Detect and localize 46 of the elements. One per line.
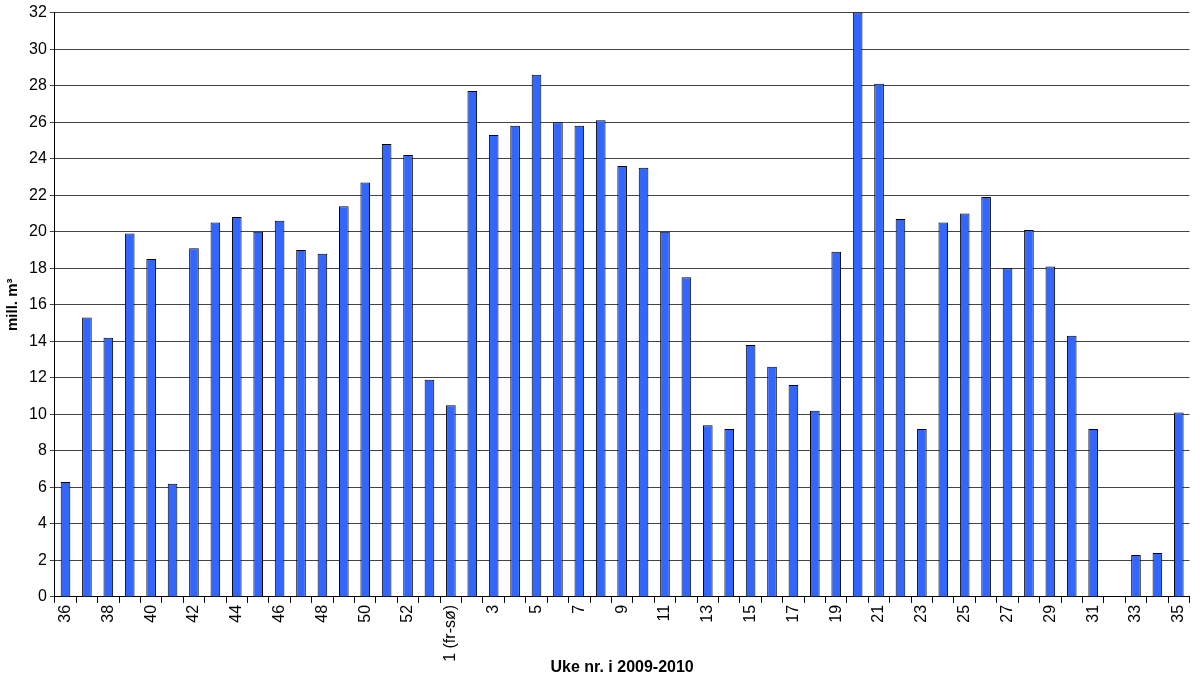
y-tick-label: 28 bbox=[29, 76, 47, 94]
y-axis-title: mill. m³ bbox=[3, 278, 21, 332]
x-tick-label: 25 bbox=[955, 604, 973, 623]
x-tick-label: 21 bbox=[869, 604, 887, 623]
x-tick-label: 35 bbox=[1169, 604, 1187, 623]
x-tick-label: 3 bbox=[484, 604, 502, 614]
x-tick-label: 15 bbox=[741, 604, 759, 623]
y-tick-label: 4 bbox=[37, 514, 47, 532]
x-tick-label: 36 bbox=[55, 604, 73, 623]
x-tick-label: 29 bbox=[1040, 604, 1058, 623]
x-tick-label: 23 bbox=[912, 604, 930, 623]
x-tick-label: 11 bbox=[655, 604, 673, 622]
y-tick-label: 16 bbox=[29, 295, 47, 313]
y-tick-label: 30 bbox=[29, 39, 47, 57]
x-tick-label: 46 bbox=[270, 604, 287, 623]
x-tick-label: 48 bbox=[312, 604, 330, 623]
y-tick-label: 18 bbox=[29, 258, 47, 276]
y-tick-label: 32 bbox=[29, 3, 47, 21]
x-tick-label: 9 bbox=[612, 604, 630, 614]
x-tick-label: 44 bbox=[227, 604, 245, 623]
y-tick-label: 20 bbox=[29, 222, 47, 240]
y-tick-label: 2 bbox=[37, 550, 47, 568]
x-tick-label: 38 bbox=[98, 604, 116, 623]
x-tick-label: 17 bbox=[783, 604, 801, 623]
y-tick-label: 22 bbox=[29, 185, 47, 203]
y-tick-label: 8 bbox=[37, 441, 47, 459]
y-tick-label: 12 bbox=[29, 368, 47, 386]
x-tick-label: 31 bbox=[1083, 604, 1101, 623]
x-tick-label: 33 bbox=[1126, 604, 1144, 623]
x-tick-label: 50 bbox=[355, 604, 373, 623]
x-tick-label: 27 bbox=[997, 604, 1015, 623]
x-axis-title: Uke nr. i 2009-2010 bbox=[550, 657, 694, 675]
x-tick-label: 40 bbox=[141, 604, 159, 623]
y-tick-label: 26 bbox=[29, 112, 47, 130]
x-tick-label: 7 bbox=[569, 604, 587, 614]
x-tick-label: 42 bbox=[184, 604, 202, 623]
y-tick-label: 10 bbox=[29, 404, 47, 422]
y-tick-label: 0 bbox=[37, 587, 47, 605]
x-tick-label: 1 (fr-sø) bbox=[441, 604, 459, 662]
y-tick-label: 14 bbox=[29, 331, 47, 349]
x-tick-label: 19 bbox=[826, 604, 844, 623]
x-tick-label: 13 bbox=[698, 604, 716, 623]
x-tick-label: 5 bbox=[526, 604, 544, 614]
y-tick-label: 6 bbox=[37, 477, 47, 495]
x-tick-label: 52 bbox=[398, 604, 416, 623]
y-tick-label: 24 bbox=[29, 149, 47, 167]
